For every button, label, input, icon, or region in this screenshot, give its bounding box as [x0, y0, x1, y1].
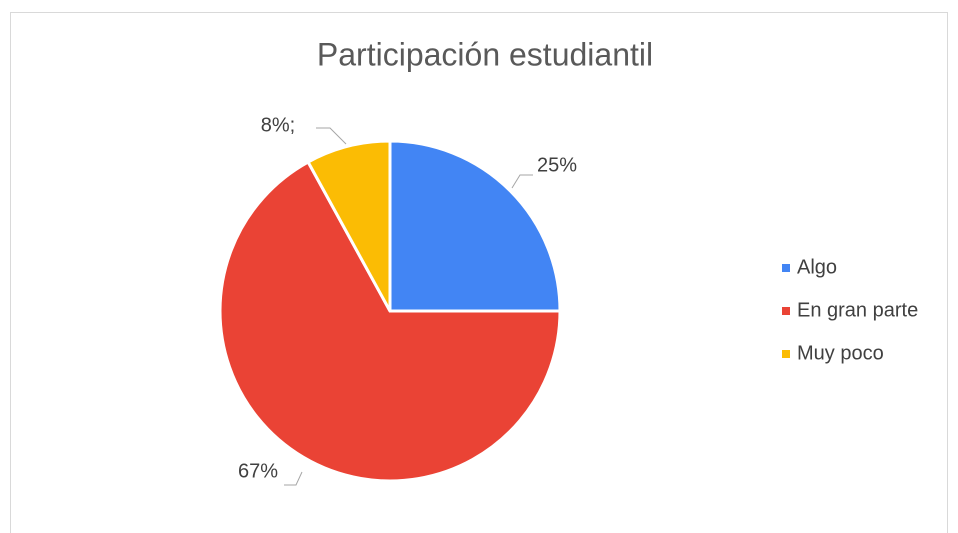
- leader-line: [284, 471, 303, 486]
- data-label: 8%;: [261, 114, 295, 136]
- data-label: 25%: [537, 154, 577, 176]
- legend-label: Algo: [797, 256, 837, 278]
- chart-title: Participación estudiantil: [317, 36, 653, 72]
- legend-swatch: [782, 264, 790, 272]
- data-label: 67%: [238, 460, 278, 482]
- leader-line: [511, 174, 533, 189]
- pie-slice: [388, 139, 562, 313]
- pie-slice: [306, 139, 392, 312]
- legend-label: Muy poco: [797, 342, 884, 364]
- legend-swatch: [782, 307, 790, 315]
- chart-border: [10, 12, 948, 533]
- legend-label: En gran parte: [797, 299, 918, 321]
- pie-slice: [218, 159, 562, 483]
- legend-swatch: [782, 350, 790, 358]
- leader-line: [316, 127, 347, 145]
